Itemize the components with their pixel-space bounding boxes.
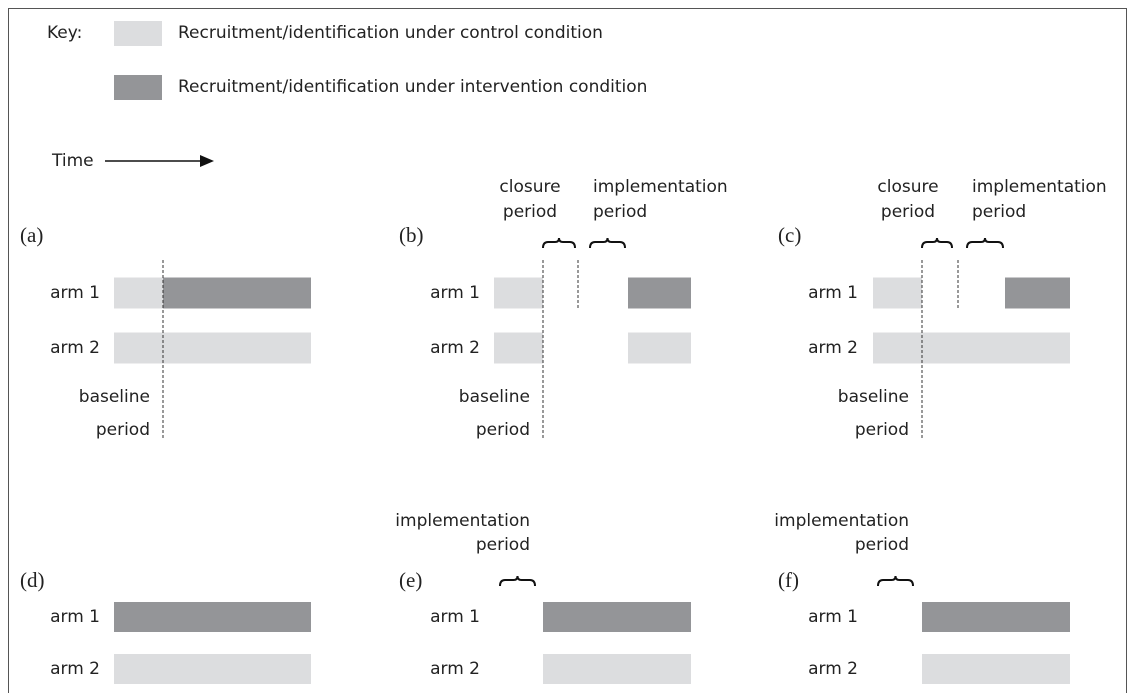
bar [628,277,691,309]
bar [922,602,1070,632]
baseline-label: baseline [459,387,530,407]
baseline-label: period [855,420,909,440]
bar [922,654,1070,684]
implementation-label: implementation [774,511,909,531]
bar [1005,277,1070,309]
implementation-label: period [972,202,1026,222]
arm-label: arm 1 [430,283,480,303]
implementation-label: implementation [395,511,530,531]
bar [873,332,1070,364]
bar [114,602,311,632]
baseline-label: baseline [79,387,150,407]
bar [543,654,691,684]
arm-label: arm 2 [50,659,100,679]
implementation-label: implementation [593,177,728,197]
brace [966,237,1004,249]
arm-label: arm 2 [50,338,100,358]
key-item: Recruitment/identification under interve… [178,77,647,97]
baseline-label: period [476,420,530,440]
closure-label: period [881,202,935,222]
panel-label: (e) [399,568,422,592]
frame [8,8,1127,693]
arm-label: arm 1 [430,607,480,627]
intervention-swatch [114,75,162,100]
bar [873,277,922,309]
control-swatch [114,21,162,46]
brace [589,237,626,249]
implementation-label: implementation [972,177,1107,197]
arm-label: arm 2 [808,338,858,358]
closure-label: period [503,202,557,222]
arm-label: arm 2 [808,659,858,679]
implementation-label: period [593,202,647,222]
arrow-head [200,155,214,167]
brace [499,575,536,587]
bar [114,654,311,684]
bar [114,277,163,309]
panel-label: (c) [778,223,801,247]
bar [628,332,691,364]
time-label: Time [51,151,94,171]
baseline-label: baseline [838,387,909,407]
implementation-label: period [855,535,909,555]
closure-label: closure [877,177,938,197]
baseline-label: period [96,420,150,440]
arm-label: arm 1 [808,283,858,303]
arm-label: arm 2 [430,338,480,358]
key-label: Key: [47,23,82,43]
arm-label: arm 1 [50,283,100,303]
key-item: Recruitment/identification under control… [178,23,603,43]
panel-label: (a) [20,223,43,247]
panel-label: (f) [778,568,799,592]
brace [877,575,914,587]
bar [494,277,543,309]
implementation-label: period [476,535,530,555]
brace [542,237,576,249]
panel-label: (d) [20,568,45,592]
bar [163,277,311,309]
panel-label: (b) [399,223,424,247]
arm-label: arm 1 [50,607,100,627]
arm-label: arm 2 [430,659,480,679]
bar [543,602,691,632]
bar [114,332,311,364]
brace [921,237,953,249]
arm-label: arm 1 [808,607,858,627]
bar [494,332,543,364]
closure-label: closure [499,177,560,197]
